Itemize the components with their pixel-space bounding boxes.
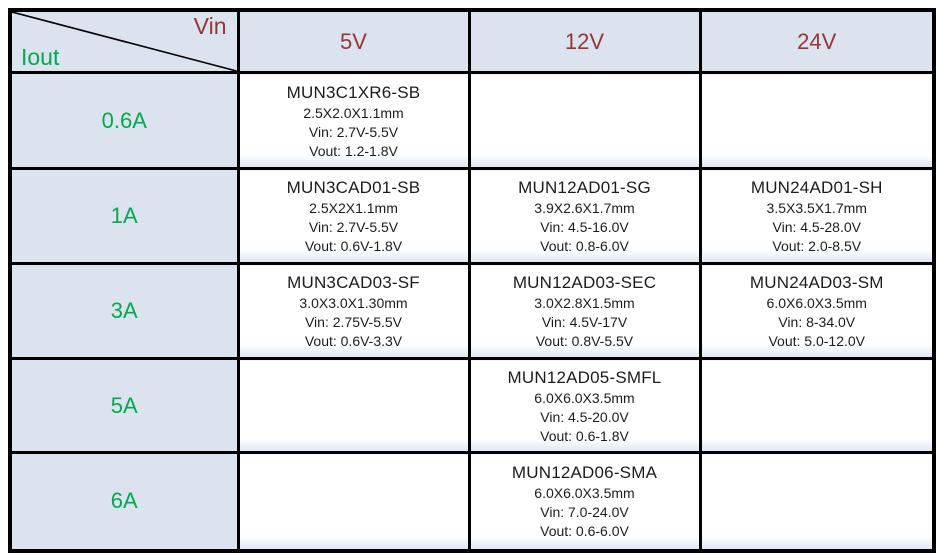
vin-range: Vin: 4.5V-17V: [541, 314, 628, 330]
part-number: MUN3C1XR6-SB: [286, 82, 421, 102]
empty-cell-5a-5v: [236, 357, 471, 454]
row-header-5a: 5A: [8, 357, 240, 454]
part-number: MUN12AD05-SMFL: [507, 367, 662, 387]
vin-range: Vin: 2.75V-5.5V: [304, 314, 403, 330]
header-row: Vin Iout 5V 12V 24V: [8, 8, 936, 74]
empty-cell-6a-5v: [236, 451, 471, 552]
package-size: 6.0X6.0X3.5mm: [534, 485, 635, 502]
part-number: MUN3CAD03-SF: [287, 273, 420, 292]
vin-range: Vin: 4.5-20.0V: [540, 408, 629, 425]
vin-range: Vin: 8-34.0V: [778, 314, 856, 330]
iout-axis-label: Iout: [21, 44, 60, 70]
row-header-0-6a: 0.6A: [8, 71, 240, 170]
corner-header-cell: Vin Iout: [8, 8, 240, 74]
part-number: MUN12AD06-SMA: [511, 463, 658, 483]
part-number: MUN12AD01-SG: [518, 178, 651, 197]
row-header-3a: 3A: [8, 262, 240, 360]
row-header-6a: 6A: [8, 451, 240, 552]
package-size: 2.5X2.0X1.1mm: [303, 104, 404, 121]
table-row: 0.6A MUN3C1XR6-SB 2.5X2.0X1.1mm Vin: 2.7…: [8, 71, 936, 170]
vout-range: Vout: 0.6-1.8V: [540, 427, 629, 444]
vin-range: Vin: 4.5-16.0V: [540, 219, 629, 235]
package-size: 3.0X2.8X1.5mm: [534, 295, 635, 311]
product-cell-3a-12v: MUN12AD03-SEC 3.0X2.8X1.5mm Vin: 4.5V-17…: [467, 262, 702, 360]
product-cell-1a-5v: MUN3CAD01-SB 2.5X2X1.1mm Vin: 2.7V-5.5V …: [236, 167, 471, 265]
table-row: 5A MUN12AD05-SMFL 6.0X6.0X3.5mm Vin: 4.5…: [8, 357, 936, 454]
product-cell-0-6a-5v: MUN3C1XR6-SB 2.5X2.0X1.1mm Vin: 2.7V-5.5…: [236, 71, 471, 170]
table-row: 1A MUN3CAD01-SB 2.5X2X1.1mm Vin: 2.7V-5.…: [8, 167, 936, 265]
product-cell-1a-12v: MUN12AD01-SG 3.9X2.6X1.7mm Vin: 4.5-16.0…: [467, 167, 702, 265]
part-number: MUN24AD01-SH: [750, 178, 883, 197]
product-cell-3a-5v: MUN3CAD03-SF 3.0X3.0X1.30mm Vin: 2.75V-5…: [236, 262, 471, 360]
vin-range: Vin: 2.7V-5.5V: [308, 123, 399, 140]
empty-cell-5a-24v: [698, 357, 936, 454]
part-number: MUN3CAD01-SB: [286, 178, 421, 197]
package-size: 3.5X3.5X1.7mm: [766, 200, 867, 216]
vout-range: Vout: 0.8-6.0V: [540, 238, 629, 254]
column-header-5v: 5V: [236, 8, 471, 74]
vout-range: Vout: 2.0-8.5V: [772, 238, 862, 254]
empty-cell-6a-24v: [698, 451, 936, 552]
package-size: 2.5X2X1.1mm: [309, 200, 398, 216]
product-selection-table: Vin Iout 5V 12V 24V 0.6A MUN3C1XR6-SB 2.…: [8, 8, 936, 553]
row-header-1a: 1A: [8, 167, 240, 265]
vin-range: Vin: 4.5-28.0V: [772, 219, 861, 235]
column-header-12v: 12V: [467, 8, 702, 74]
empty-cell-0-6a-12v: [467, 71, 702, 170]
product-cell-6a-12v: MUN12AD06-SMA 6.0X6.0X3.5mm Vin: 7.0-24.…: [467, 451, 702, 552]
vin-axis-label: Vin: [193, 13, 227, 39]
table-row: 3A MUN3CAD03-SF 3.0X3.0X1.30mm Vin: 2.75…: [8, 262, 936, 360]
empty-cell-0-6a-24v: [698, 71, 936, 170]
vin-range: Vin: 7.0-24.0V: [540, 504, 629, 521]
part-number: MUN24AD03-SM: [749, 273, 884, 292]
column-header-24v: 24V: [698, 8, 936, 74]
product-cell-5a-12v: MUN12AD05-SMFL 6.0X6.0X3.5mm Vin: 4.5-20…: [467, 357, 702, 454]
vout-range: Vout: 0.6V-1.8V: [304, 238, 403, 254]
part-number: MUN12AD03-SEC: [512, 273, 657, 292]
vout-range: Vout: 1.2-1.8V: [309, 142, 398, 159]
diagonal-divider: [12, 12, 237, 71]
package-size: 6.0X6.0X3.5mm: [534, 389, 635, 406]
package-size: 6.0X6.0X3.5mm: [766, 295, 867, 311]
vin-range: Vin: 2.7V-5.5V: [308, 219, 399, 235]
product-cell-1a-24v: MUN24AD01-SH 3.5X3.5X1.7mm Vin: 4.5-28.0…: [698, 167, 936, 265]
product-cell-3a-24v: MUN24AD03-SM 6.0X6.0X3.5mm Vin: 8-34.0V …: [698, 262, 936, 360]
vout-range: Vout: 0.6-6.0V: [540, 523, 629, 540]
vout-range: Vout: 0.6V-3.3V: [304, 333, 403, 349]
vout-range: Vout: 5.0-12.0V: [768, 333, 866, 349]
vout-range: Vout: 0.8V-5.5V: [535, 333, 634, 349]
package-size: 3.0X3.0X1.30mm: [299, 295, 408, 311]
package-size: 3.9X2.6X1.7mm: [534, 200, 635, 216]
table-row: 6A MUN12AD06-SMA 6.0X6.0X3.5mm Vin: 7.0-…: [8, 451, 936, 552]
